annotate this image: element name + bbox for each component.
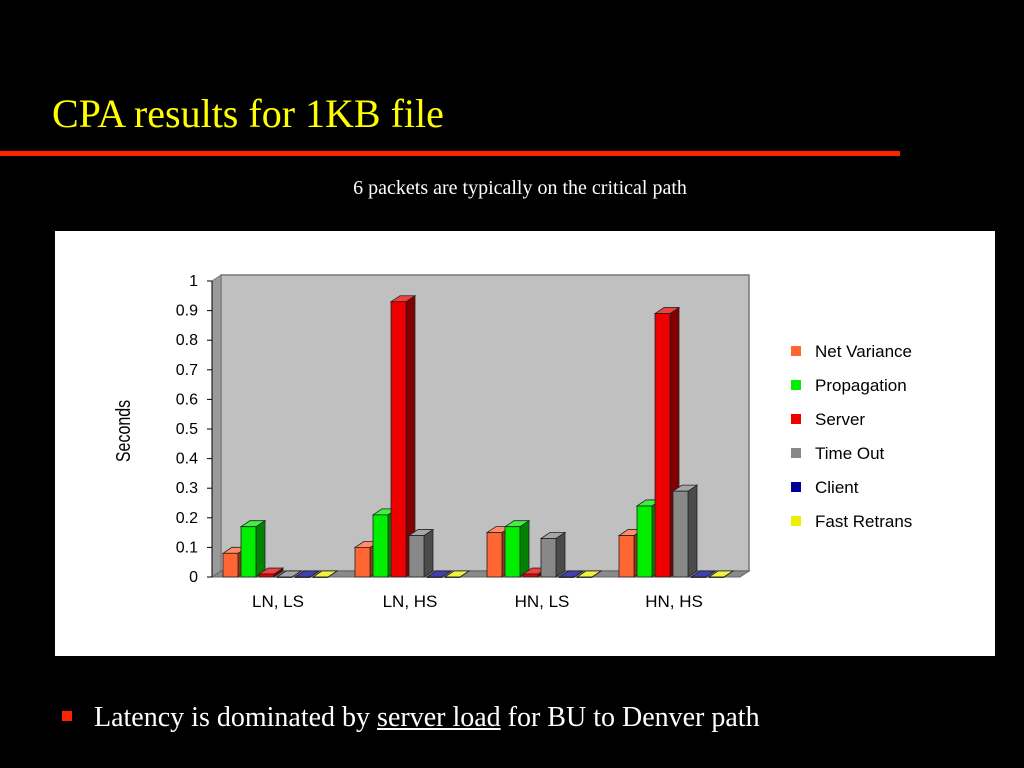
bar-side — [423, 528, 434, 578]
bar — [426, 576, 443, 578]
x-tick-label: HN, LS — [515, 592, 570, 611]
bar — [486, 532, 503, 578]
y-tick-label: 0.3 — [176, 480, 198, 497]
bar — [522, 573, 539, 578]
legend-label: Server — [815, 410, 865, 429]
bar-side — [519, 519, 530, 578]
y-tick-label: 0.5 — [176, 421, 198, 438]
bar-side — [555, 531, 566, 578]
legend-label: Net Variance — [815, 342, 912, 361]
bar — [672, 490, 689, 578]
bar-side — [255, 519, 266, 578]
legend-swatch — [791, 346, 801, 356]
bar — [708, 576, 725, 578]
y-tick-label: 0.9 — [176, 303, 198, 320]
bar — [312, 576, 329, 578]
bar — [354, 546, 371, 578]
bar — [618, 535, 635, 578]
bar — [540, 538, 557, 578]
bar — [294, 576, 311, 578]
legend-label: Client — [815, 478, 859, 497]
legend-swatch — [791, 448, 801, 458]
bar — [222, 552, 239, 578]
bar — [558, 576, 575, 578]
bar-chart: 0 0.1 0.2 0.3 0.4 0.5 0.6 0.7 0.8 0.9 1 Seconds LN, … — [112, 273, 912, 611]
legend-swatch — [791, 380, 801, 390]
bullet-text-end: for BU to Denver path — [500, 702, 760, 733]
y-tick-label: 1 — [189, 273, 198, 290]
bar — [690, 576, 707, 578]
plot-side-wall — [211, 274, 222, 578]
bar — [372, 514, 389, 578]
bar — [258, 573, 275, 578]
bar — [408, 535, 425, 578]
bar — [390, 301, 407, 578]
bullet-text-underlined: server load — [377, 702, 501, 733]
x-tick-label: LN, LS — [252, 592, 304, 611]
x-tick-label: LN, HS — [383, 592, 438, 611]
y-tick-label: 0.6 — [176, 391, 198, 408]
legend-swatch — [791, 414, 801, 424]
bar — [636, 505, 653, 578]
legend-label: Propagation — [815, 376, 907, 395]
y-tick-label: 0.4 — [176, 451, 198, 468]
x-tick-label: HN, HS — [645, 592, 703, 611]
bar — [504, 526, 521, 578]
legend-swatch — [791, 482, 801, 492]
bar — [276, 576, 293, 578]
chart-panel: 0 0.1 0.2 0.3 0.4 0.5 0.6 0.7 0.8 0.9 1 Seconds LN, … — [55, 231, 995, 656]
bullet-marker-icon — [62, 710, 72, 721]
bar — [240, 526, 257, 578]
slide-title: CPA results for 1KB file — [52, 91, 444, 136]
legend-label: Time Out — [815, 444, 885, 463]
bullet-text-start: Latency is dominated by — [94, 702, 378, 733]
bar-side — [687, 484, 698, 578]
y-axis-label: Seconds — [112, 400, 134, 462]
bullet-point: Latency is dominated by server load for … — [62, 704, 760, 732]
y-tick-label: 0.7 — [176, 362, 198, 379]
title-rule — [0, 151, 900, 156]
y-tick-label: 0.8 — [176, 332, 198, 349]
bar — [654, 313, 671, 578]
legend-swatch — [791, 516, 801, 526]
legend-label: Fast Retrans — [815, 512, 912, 531]
slide-subtitle: 6 packets are typically on the critical … — [353, 177, 687, 199]
bar — [576, 576, 593, 578]
bar — [444, 576, 461, 578]
y-tick-label: 0.2 — [176, 510, 198, 527]
y-tick-label: 0 — [189, 569, 198, 586]
y-tick-label: 0.1 — [176, 539, 198, 556]
